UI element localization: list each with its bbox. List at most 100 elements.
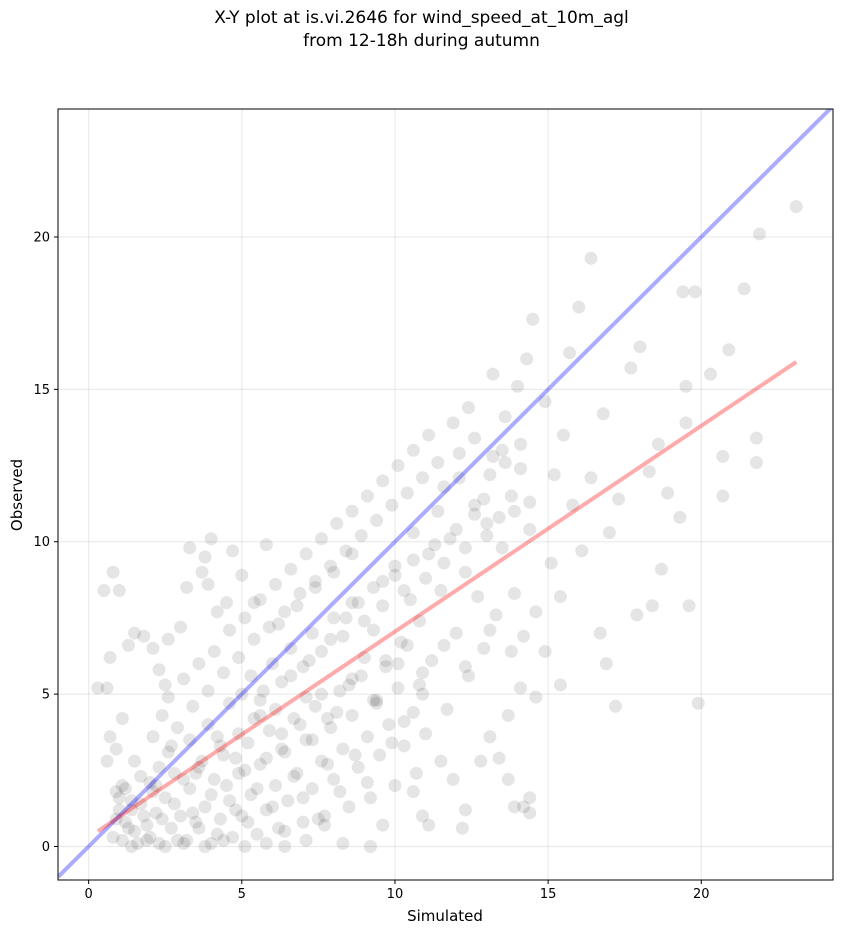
data-point (449, 523, 463, 537)
data-point (342, 800, 356, 814)
data-point (327, 772, 341, 786)
data-point (391, 681, 405, 695)
data-point (501, 708, 515, 722)
data-point (370, 696, 384, 710)
data-point (207, 644, 221, 658)
data-point (452, 446, 466, 460)
data-point (749, 456, 763, 470)
data-point (140, 833, 154, 847)
data-point (216, 748, 230, 762)
data-point (241, 736, 255, 750)
data-point (324, 559, 338, 573)
data-point (345, 708, 359, 722)
data-point (348, 748, 362, 762)
data-point (507, 800, 521, 814)
data-point (314, 644, 328, 658)
data-point (318, 818, 332, 832)
data-point (406, 526, 420, 540)
data-point (593, 626, 607, 640)
data-point (624, 361, 638, 375)
data-point (259, 538, 273, 552)
data-point (486, 367, 500, 381)
data-point (256, 684, 270, 698)
data-point (134, 769, 148, 783)
data-point (345, 547, 359, 561)
data-point (461, 669, 475, 683)
data-point (158, 791, 172, 805)
data-point (345, 504, 359, 518)
data-point (357, 614, 371, 628)
data-point (229, 751, 243, 765)
data-point (440, 702, 454, 716)
data-point (449, 626, 463, 640)
data-point (318, 809, 332, 823)
data-point (174, 620, 188, 634)
data-point (161, 745, 175, 759)
data-point (391, 459, 405, 473)
data-point (192, 821, 206, 835)
y-tick-label: 15 (33, 383, 50, 398)
data-point (406, 705, 420, 719)
data-point (752, 227, 766, 241)
data-point (437, 638, 451, 652)
data-point (367, 693, 381, 707)
data-point (376, 818, 390, 832)
data-point (232, 727, 246, 741)
data-point (287, 711, 301, 725)
data-point (492, 751, 506, 765)
data-point (520, 352, 534, 366)
data-point (342, 678, 356, 692)
data-point (278, 605, 292, 619)
data-point (268, 577, 282, 591)
data-point (385, 498, 399, 512)
data-point (299, 733, 313, 747)
data-point (198, 550, 212, 564)
data-point (177, 772, 191, 786)
data-point (596, 407, 610, 421)
data-point (538, 395, 552, 409)
data-point (201, 718, 215, 732)
reference-lines (58, 109, 833, 879)
chart-title-line-2: from 12-18h during autumn (303, 31, 540, 51)
data-point (183, 782, 197, 796)
data-point (507, 504, 521, 518)
data-point (388, 568, 402, 582)
data-point (262, 724, 276, 738)
data-point (403, 593, 417, 607)
data-point (308, 574, 322, 588)
data-point (471, 590, 485, 604)
data-point (333, 684, 347, 698)
data-point (305, 782, 319, 796)
data-point (164, 821, 178, 835)
data-point (177, 672, 191, 686)
data-point (125, 839, 139, 853)
data-point (223, 794, 237, 808)
data-point (238, 763, 252, 777)
data-point (296, 815, 310, 829)
data-point (523, 523, 537, 537)
data-point (210, 827, 224, 841)
data-point (563, 346, 577, 360)
data-point (100, 681, 114, 695)
data-point (673, 510, 687, 524)
data-point (155, 708, 169, 722)
data-point (226, 544, 240, 558)
data-point (336, 742, 350, 756)
data-point (186, 806, 200, 820)
data-point (308, 699, 322, 713)
data-point (388, 779, 402, 793)
data-point (354, 669, 368, 683)
data-point (219, 596, 233, 610)
data-point (146, 730, 160, 744)
data-point (609, 699, 623, 713)
data-point (406, 553, 420, 567)
data-point (526, 312, 540, 326)
data-point (109, 742, 123, 756)
data-point (517, 800, 531, 814)
data-point (121, 638, 135, 652)
data-point (247, 596, 261, 610)
data-point (422, 547, 436, 561)
data-point (406, 785, 420, 799)
data-point (100, 754, 114, 768)
data-point (112, 583, 126, 597)
